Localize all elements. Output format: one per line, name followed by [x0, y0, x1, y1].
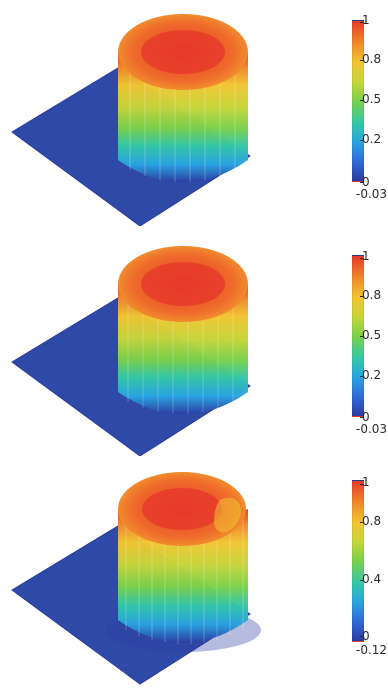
- colorbar-label-2-1: 0.8: [362, 288, 382, 302]
- colorbar-3: [352, 480, 364, 642]
- colorbar-label-1-5: -0.03: [356, 187, 388, 201]
- colorbar-tick-3-1: [360, 522, 364, 523]
- colorbar-label-3-1: 0.8: [362, 514, 382, 528]
- surface-plot-3: [11, 472, 261, 685]
- colorbar-label-1-0: 1: [362, 13, 370, 27]
- colorbar-label-3-3: 0: [362, 629, 370, 643]
- cap-deformation: [214, 497, 241, 533]
- colorbar-label-1-1: 0.8: [362, 52, 382, 66]
- colorbar-tick-2-3: [360, 376, 364, 377]
- colorbar-tick-2-1: [360, 296, 364, 297]
- colorbar-label-1-3: 0.2: [362, 132, 382, 146]
- colorbar-label-3-4: -0.12: [356, 643, 388, 657]
- colorbar-label-1-2: 0.5: [362, 92, 382, 106]
- colorbar-label-2-2: 0.5: [362, 328, 382, 342]
- colorbar-tick-1-3: [360, 140, 364, 141]
- plot-panel-2: 1 0.8 0.5 0.2 0 -0.03: [0, 230, 388, 456]
- colorbar-tick-1-2: [360, 100, 364, 101]
- cylinder-body: [118, 53, 248, 183]
- colorbar-label-3-0: 1: [362, 475, 370, 489]
- colorbar-tick-1-0: [360, 22, 364, 23]
- colorbar-label-2-3: 0.2: [362, 368, 382, 382]
- colorbar-label-3-2: 0.4: [362, 572, 382, 586]
- cap-highlight: [141, 30, 225, 74]
- colorbar-label-2-0: 1: [362, 249, 370, 263]
- colorbar-tick-3-3: [360, 636, 364, 637]
- surface-plot-2: [11, 246, 251, 456]
- colorbar-tick-2-0: [360, 258, 364, 259]
- colorbar-label-1-4: 0: [362, 175, 370, 189]
- surface-plot-1: [11, 14, 251, 226]
- colorbar-tick-3-2: [360, 580, 364, 581]
- colorbar-tick-1-4: [360, 182, 364, 183]
- colorbar-tick-3-0: [360, 484, 364, 485]
- colorbar-tick-1-1: [360, 60, 364, 61]
- colorbar-label-2-5: -0.03: [356, 422, 388, 436]
- colorbar-label-2-4: 0: [362, 410, 370, 424]
- cap-highlight: [142, 488, 222, 530]
- colorbar-tick-2-4: [360, 417, 364, 418]
- cylinder-body: [118, 509, 248, 643]
- colorbar-tick-2-2: [360, 336, 364, 337]
- plot-panel-1: 1 0.8 0.5 0.2 0 -0.03: [0, 0, 388, 226]
- plot-panel-3: 1 0.8 0.4 0 -0.12: [0, 460, 388, 686]
- cap-highlight: [141, 262, 225, 306]
